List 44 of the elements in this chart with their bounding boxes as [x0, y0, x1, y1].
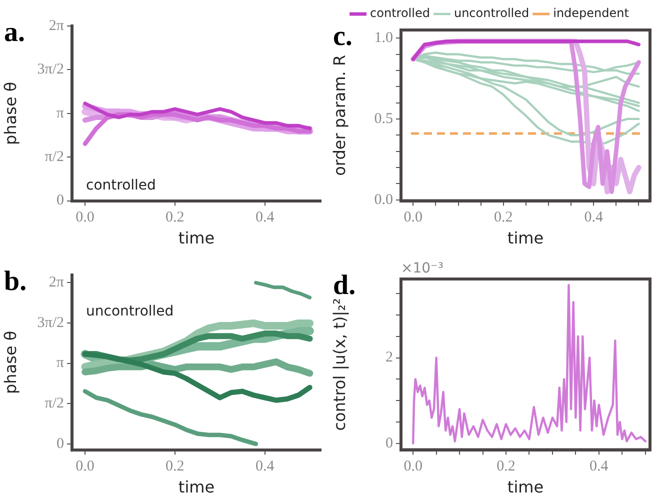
y-tick-label: 0.0: [374, 192, 393, 208]
x-tick-label: 0.0: [76, 210, 94, 226]
y-tick-label: 0: [56, 192, 64, 209]
y-axis-title: control |u(x, t)|₂²: [330, 298, 349, 431]
y-tick-label: 0: [56, 436, 64, 452]
legend-label: independent: [553, 6, 630, 20]
annotation: controlled: [86, 177, 156, 194]
y-tick-label: 3π/2: [37, 314, 64, 331]
x-tick-label: 0.4: [255, 210, 275, 226]
y-axis-title: phase θ: [0, 330, 20, 394]
x-axis-title: time: [178, 478, 215, 497]
x-tick-label: 0.0: [76, 458, 94, 475]
y-tick-label: 2π: [48, 18, 64, 34]
x-tick-label: 0.0: [404, 458, 422, 475]
x-tick-label: 0.4: [584, 210, 604, 226]
y-tick-label: 3π/2: [37, 62, 64, 78]
chart-title: a.: [4, 17, 25, 48]
annotation: uncontrolled: [86, 304, 174, 320]
legend-label: uncontrolled: [454, 6, 530, 20]
y-tick-label: 2π: [48, 274, 64, 291]
x-axis-title: time: [178, 228, 215, 248]
chart-title: c.: [333, 21, 352, 52]
x-tick-label: 0.2: [496, 458, 516, 475]
y-tick-label: π: [56, 355, 64, 372]
chart-title: b.: [4, 266, 27, 298]
y-tick-label: 2: [386, 350, 393, 366]
legend-label: controlled: [370, 6, 430, 20]
y-tick-label: 0.5: [374, 110, 393, 127]
x-axis-title: time: [507, 228, 544, 248]
x-axis-title: time: [507, 478, 544, 497]
x-tick-label: 0.4: [590, 458, 609, 475]
y-tick-label: π: [56, 105, 64, 122]
x-tick-label: 0.4: [255, 458, 275, 475]
x-tick-label: 0.2: [494, 210, 513, 226]
x-tick-label: 0.2: [166, 458, 184, 475]
y-tick-label: 0: [386, 435, 393, 452]
text: ×10⁻³: [401, 260, 444, 277]
y-tick-label: 1.0: [374, 30, 393, 46]
y-axis-title: phase θ: [0, 82, 20, 145]
x-tick-label: 0.2: [166, 210, 184, 226]
y-axis-title: order param. R: [330, 54, 349, 176]
y-tick-label: π/2: [44, 149, 64, 166]
y-tick-label: π/2: [44, 396, 64, 412]
x-tick-label: 0.0: [404, 210, 423, 226]
